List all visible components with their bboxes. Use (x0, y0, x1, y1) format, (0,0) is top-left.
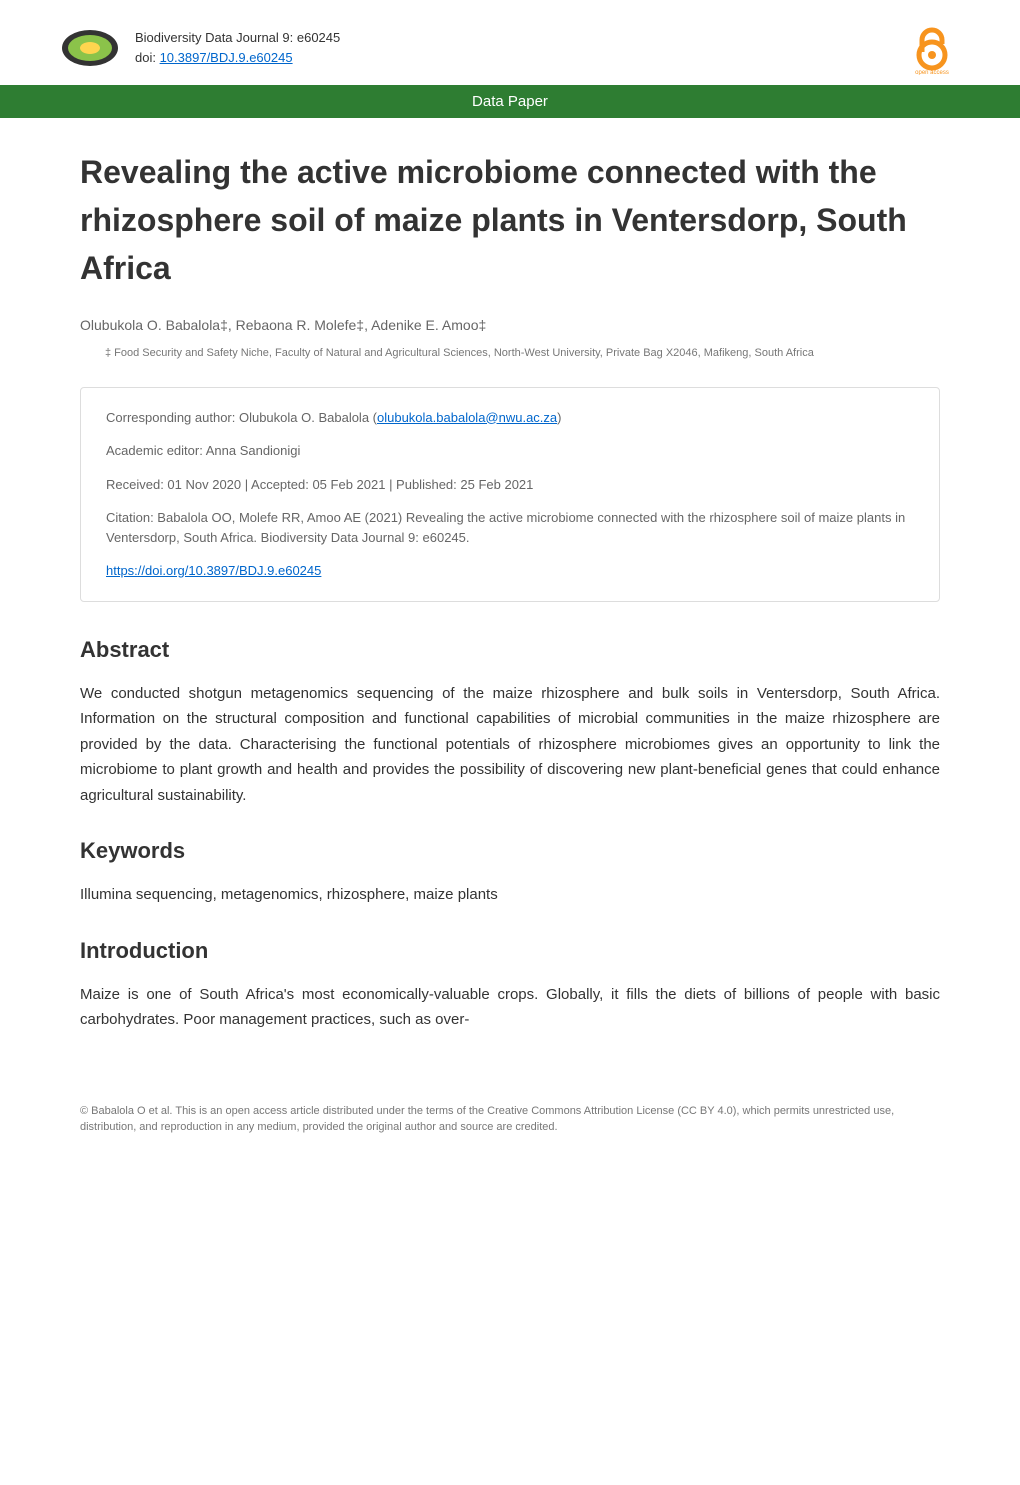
corresponding-author: Corresponding author: Olubukola O. Babal… (106, 408, 914, 428)
header-left: Biodiversity Data Journal 9: e60245 doi:… (60, 28, 340, 68)
svg-text:open access: open access (915, 70, 949, 75)
journal-name: Biodiversity Data Journal 9: e60245 (135, 28, 340, 48)
doi-label: doi: (135, 50, 160, 65)
abstract-text: We conducted shotgun metagenomics sequen… (80, 681, 940, 809)
corresponding-email-link[interactable]: olubukola.babalola@nwu.ac.za (377, 410, 557, 425)
citation-doi-link[interactable]: https://doi.org/10.3897/BDJ.9.e60245 (106, 563, 321, 578)
journal-info: Biodiversity Data Journal 9: e60245 doi:… (135, 28, 340, 67)
academic-editor: Academic editor: Anna Sandionigi (106, 441, 914, 461)
metadata-box: Corresponding author: Olubukola O. Babal… (80, 387, 940, 602)
authors-line: Olubukola O. Babalola‡, Rebaona R. Molef… (80, 317, 940, 333)
header-bar: Biodiversity Data Journal 9: e60245 doi:… (0, 0, 1020, 85)
paper-type-banner: Data Paper (0, 85, 1020, 118)
doi-line: doi: 10.3897/BDJ.9.e60245 (135, 48, 340, 68)
doi-link[interactable]: 10.3897/BDJ.9.e60245 (160, 50, 293, 65)
corresponding-close: ) (557, 410, 561, 425)
abstract-heading: Abstract (80, 637, 940, 663)
main-content: Revealing the active microbiome connecte… (0, 118, 1020, 1103)
journal-logo-icon (60, 28, 120, 68)
affiliation-text: ‡ Food Security and Safety Niche, Facult… (80, 345, 940, 362)
publication-dates: Received: 01 Nov 2020 | Accepted: 05 Feb… (106, 475, 914, 495)
citation-link-line: https://doi.org/10.3897/BDJ.9.e60245 (106, 561, 914, 581)
copyright-footer: © Babalola O et al. This is an open acce… (0, 1103, 1020, 1166)
article-title: Revealing the active microbiome connecte… (80, 148, 940, 292)
banner-text: Data Paper (472, 93, 548, 110)
introduction-heading: Introduction (80, 938, 940, 964)
introduction-text: Maize is one of South Africa's most econ… (80, 982, 940, 1033)
corresponding-label: Corresponding author: Olubukola O. Babal… (106, 410, 377, 425)
keywords-text: Illumina sequencing, metagenomics, rhizo… (80, 882, 940, 908)
open-access-logo-icon: open access (905, 20, 960, 75)
citation-text: Citation: Babalola OO, Molefe RR, Amoo A… (106, 508, 914, 547)
keywords-heading: Keywords (80, 838, 940, 864)
